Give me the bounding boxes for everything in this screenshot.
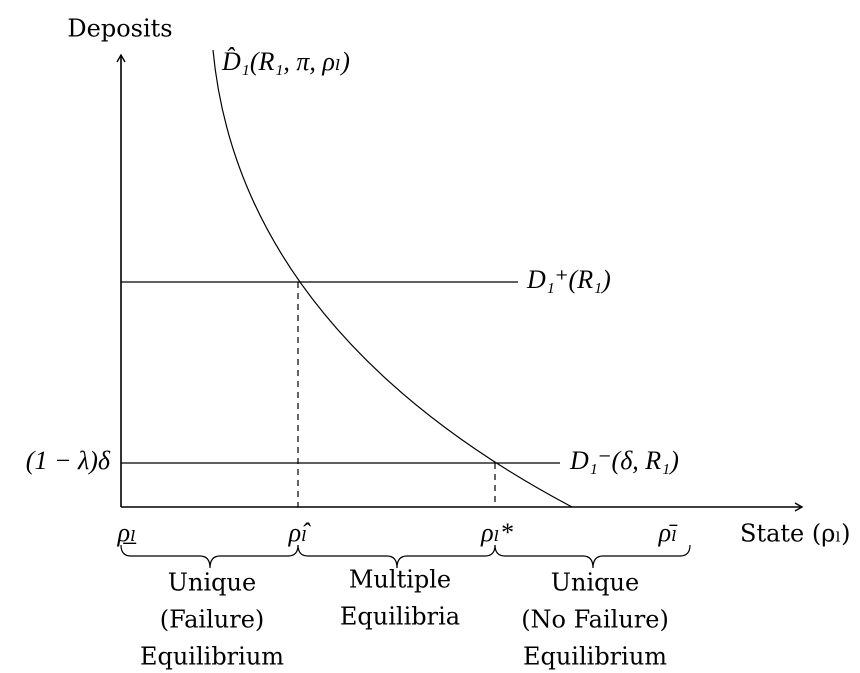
region-label: Unique [168,569,256,597]
brace [297,544,496,569]
region-label: Multiple [349,566,451,594]
x-marker: ρ̄ₗ [658,518,678,547]
curve-label: D₁⁺(R₁) [526,265,611,294]
x-axis-label: State (ρₗ) [740,520,851,548]
demand-curve [212,49,573,508]
regions: Unique (Failure) Equilibrium Multiple Equili… [140,566,669,671]
region-label: Equilibrium [140,643,284,671]
region-label: (Failure) [160,606,265,634]
x-marker: ρ̲ₗ [117,518,137,547]
region-label: Equilibrium [523,643,667,671]
curve-label: D₁⁻(δ, R₁) [569,446,679,475]
curve-label: D̂₁(R₁, π, ρₗ) [221,47,350,76]
region-label: Equilibria [340,603,460,631]
brace [494,544,691,569]
region-label: Unique [551,569,639,597]
x-marker: ρ̂ₗ [288,518,311,547]
region-label: (No Failure) [521,606,669,634]
brace [120,544,299,569]
x-marker: ρₗ* [480,518,513,547]
level-label: (1 − λ)δ [26,446,111,475]
y-axis-label: Deposits [67,15,172,43]
